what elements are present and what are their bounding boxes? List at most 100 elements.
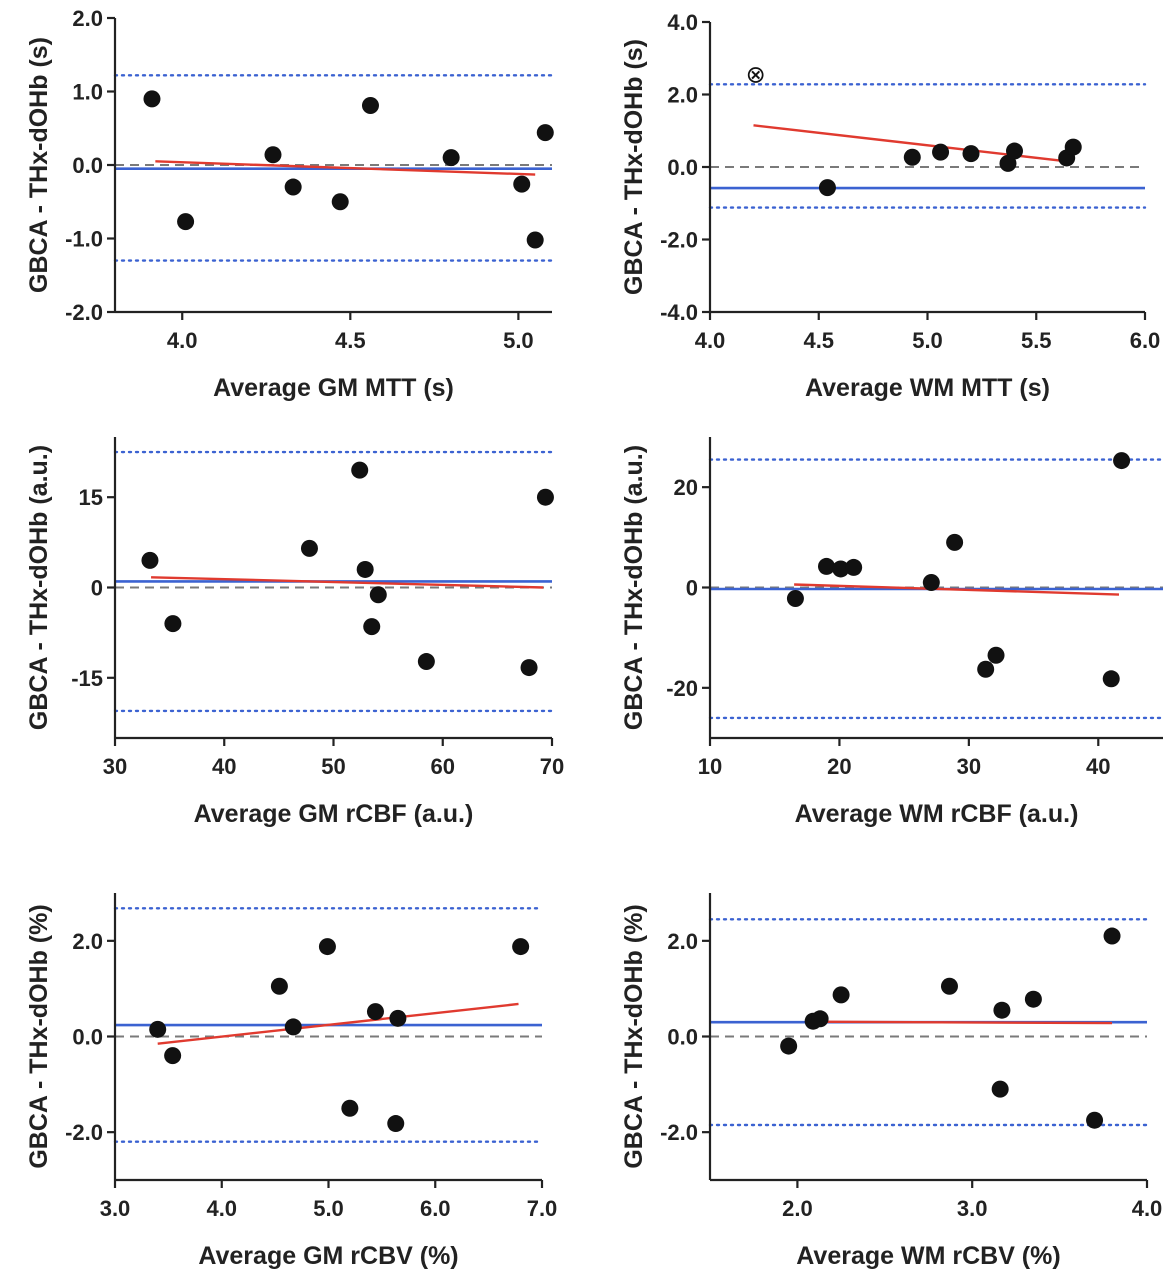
x-tick-label: 4.5 (803, 328, 834, 353)
data-point (1086, 1111, 1104, 1129)
data-point (369, 586, 387, 604)
data-point (946, 533, 964, 551)
y-tick-label: -1.0 (65, 227, 103, 252)
panel-wm-rcbv: -2.0 0.0 2.0 2.0 3.0 4.0 Average WM rCBV (%) GB… (620, 893, 1162, 1270)
x-tick-label: 3.0 (100, 1196, 131, 1221)
x-axis-title: Average GM MTT (s) (213, 374, 454, 402)
y-tick-label: -4.0 (660, 300, 698, 325)
x-axis-title: Average WM rCBV (%) (796, 1242, 1060, 1270)
data-point (520, 659, 538, 677)
data-point (417, 653, 435, 671)
x-tick-label: 6.0 (1130, 328, 1161, 353)
data-point (143, 90, 161, 108)
data-point (1064, 138, 1082, 156)
data-point (141, 551, 159, 569)
data-point (832, 560, 850, 578)
data-point (780, 1037, 798, 1055)
y-axis-title: GBCA - THx-dOHb (s) (620, 39, 648, 295)
x-tick-label: 40 (212, 754, 236, 779)
data-point (264, 146, 282, 164)
data-point (389, 1009, 407, 1027)
y-tick-label: 2.0 (72, 6, 103, 31)
data-point (164, 615, 182, 633)
data-point (177, 213, 195, 231)
x-axis-title: Average WM MTT (s) (805, 374, 1050, 402)
data-point (993, 1001, 1011, 1019)
data-point (318, 938, 336, 956)
y-tick-label: 0.0 (72, 153, 103, 178)
data-point (845, 558, 863, 576)
data-point (270, 977, 288, 995)
x-tick-label: 6.0 (420, 1196, 451, 1221)
y-tick-label: -2.0 (660, 228, 698, 253)
x-tick-label: 5.0 (912, 328, 943, 353)
data-point (526, 231, 544, 249)
x-tick-label: 70 (540, 754, 564, 779)
x-tick-label: 10 (698, 754, 722, 779)
data-point (922, 573, 940, 591)
data-point (1113, 452, 1131, 470)
data-point (442, 149, 460, 167)
data-point (962, 145, 980, 163)
y-tick-label: 0.0 (72, 1025, 103, 1050)
data-point (1024, 990, 1042, 1008)
data-point (366, 1003, 384, 1021)
regression-line (151, 576, 544, 589)
y-axis-title: GBCA - THx-dOHb (a.u.) (25, 445, 53, 730)
x-axis-title: Average GM rCBV (%) (198, 1242, 458, 1270)
data-point (987, 646, 1005, 664)
x-tick-label: 7.0 (527, 1196, 558, 1221)
y-axis-title: GBCA - THx-dOHb (s) (25, 37, 53, 293)
x-axis-title: Average GM rCBF (a.u.) (194, 800, 474, 828)
y-tick-label: 1.0 (72, 80, 103, 105)
regression-line (794, 583, 1120, 596)
regression-line (155, 160, 536, 176)
x-tick-label: 50 (321, 754, 345, 779)
data-point (300, 539, 318, 557)
data-point (284, 178, 302, 196)
data-point (1102, 670, 1120, 688)
data-point (149, 1020, 167, 1038)
data-point (811, 1010, 829, 1028)
data-point (331, 193, 349, 211)
panel-wm-rcbf: -20 0 20 10 20 30 40 Average WM rCBF (a.u.) GBCA… (620, 437, 1165, 828)
y-tick-label: 0 (91, 576, 103, 601)
y-tick-label: -15 (71, 666, 103, 691)
outlier-marker: ⊗ (746, 60, 766, 88)
y-tick-label: 0.0 (667, 155, 698, 180)
data-point (356, 560, 374, 578)
y-tick-label: 15 (79, 485, 103, 510)
panel-gm-rcbf: -15 0 15 30 40 50 60 70 Average GM rCBF (a.u.) GB… (25, 437, 564, 828)
data-point (284, 1018, 302, 1036)
data-point (1006, 142, 1023, 160)
data-point (991, 1080, 1009, 1098)
y-tick-label: 2.0 (667, 83, 698, 108)
data-point (164, 1047, 182, 1065)
data-point (818, 179, 836, 197)
y-tick-label: 4.0 (667, 10, 698, 35)
data-point (1103, 927, 1121, 945)
y-tick-label: 0 (686, 576, 698, 601)
y-axis-title: GBCA - THx-dOHb (%) (25, 904, 53, 1168)
y-tick-label: -2.0 (65, 1120, 103, 1145)
data-point (832, 986, 850, 1004)
y-tick-label: -20 (666, 676, 698, 701)
y-tick-label: -2.0 (65, 300, 103, 325)
x-tick-label: 30 (957, 754, 981, 779)
y-tick-label: 2.0 (667, 929, 698, 954)
x-tick-label: 4.5 (335, 328, 366, 353)
data-point (940, 977, 958, 995)
data-point (512, 938, 530, 956)
x-tick-label: 4.0 (1132, 1196, 1163, 1221)
data-point (361, 96, 379, 114)
y-tick-label: 0.0 (667, 1025, 698, 1050)
data-point (817, 557, 835, 575)
panel-wm-mtt: -4.0 -2.0 0.0 2.0 4.0 4.0 4.5 5.0 5.5 6.0 Average … (620, 10, 1160, 402)
x-tick-label: 4.0 (695, 328, 726, 353)
data-point (536, 124, 554, 142)
y-tick-label: 20 (674, 475, 698, 500)
data-point (513, 175, 531, 193)
x-axis-title: Average WM rCBF (a.u.) (795, 800, 1079, 828)
x-tick-label: 30 (103, 754, 127, 779)
